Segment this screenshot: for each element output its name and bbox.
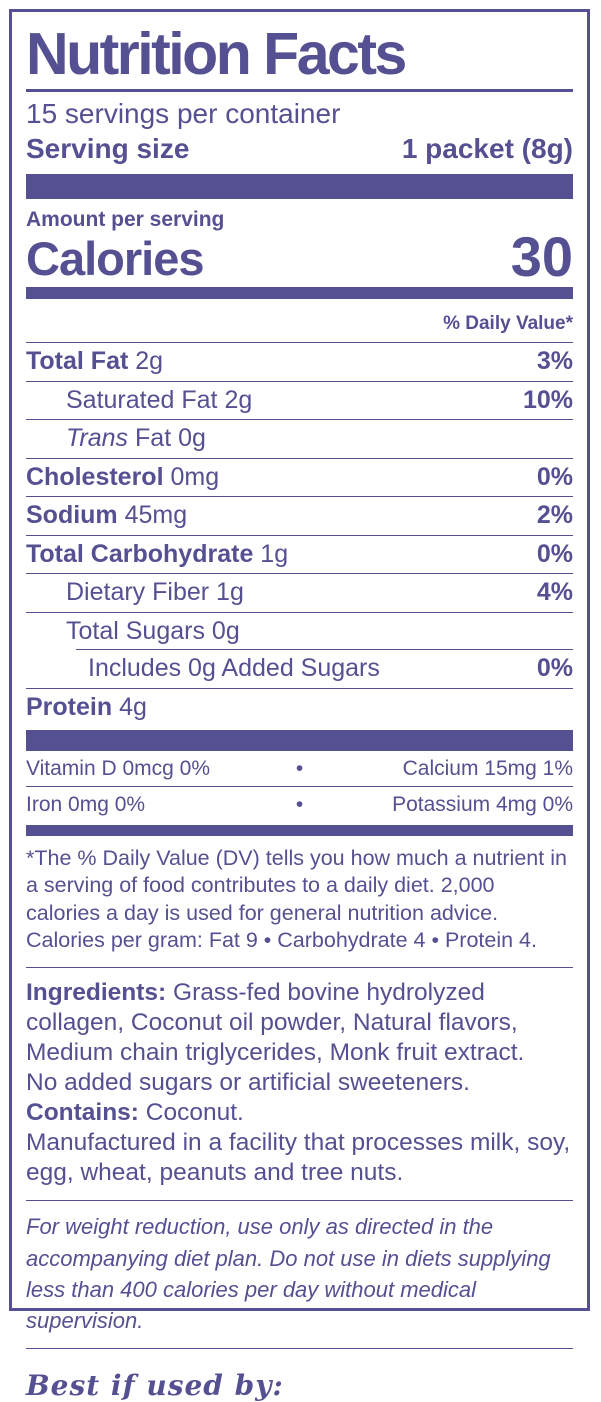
allergy-note: Manufactured in a facility that processe… bbox=[26, 1129, 571, 1187]
thick-divider-bar-2 bbox=[26, 730, 573, 752]
ingredients-label: Ingredients: bbox=[26, 978, 167, 1006]
micronutrient-right: Calcium 15mg 1% bbox=[402, 757, 574, 781]
nutrient-row: Sodium 45mg 2% bbox=[26, 497, 573, 536]
nutrient-daily-value: 0% bbox=[536, 654, 573, 683]
nutrient-row: Total Fat 2g 3% bbox=[26, 343, 573, 382]
bullet-separator: • bbox=[295, 757, 304, 781]
label-title: Nutrition Facts bbox=[26, 21, 407, 87]
nutrient-amount: 0mg bbox=[170, 462, 220, 491]
micronutrient-left: Vitamin D 0mcg 0% bbox=[26, 757, 211, 781]
nutrient-amount: 0g bbox=[211, 616, 240, 645]
nutrient-name-text: Includes 0g Added Sugars bbox=[88, 654, 380, 683]
serving-size-label: Serving size bbox=[26, 132, 190, 164]
nutrient-daily-value: 2% bbox=[536, 501, 573, 530]
micronutrient-table: Vitamin D 0mcg 0% • Calcium 15mg 1% Iron 0m… bbox=[26, 751, 573, 822]
nutrient-row: Saturated Fat 2g 10% bbox=[26, 382, 573, 421]
best-by-label: Best if used by: bbox=[26, 1369, 284, 1402]
no-sugar-note: No added sugars or artificial sweeteners… bbox=[26, 1068, 470, 1096]
diet-advisory-note: For weight reduction, use only as direct… bbox=[26, 1214, 551, 1334]
section-divider-3 bbox=[26, 1348, 573, 1350]
servings-per-container: 15 servings per container bbox=[26, 98, 341, 130]
nutrient-name: Cholesterol 0mg bbox=[26, 462, 220, 492]
nutrient-name-text: Total Fat bbox=[26, 347, 129, 376]
nutrient-amount: 4g bbox=[119, 692, 147, 721]
section-divider-2 bbox=[26, 1200, 573, 1202]
calories-label: Calories bbox=[26, 232, 204, 285]
nutrient-row: Total Sugars 0g bbox=[26, 613, 573, 651]
medium-divider-bar bbox=[26, 287, 573, 300]
nutrient-daily-value: 10% bbox=[522, 385, 573, 414]
ingredients-line: Ingredients: Grass-fed bovine hydrolyzed… bbox=[26, 978, 573, 1068]
section-divider-1 bbox=[26, 966, 573, 968]
nutrient-row: Cholesterol 0mg 0% bbox=[26, 459, 573, 498]
micronutrient-left: Iron 0mg 0% bbox=[26, 793, 146, 817]
nutrient-name: Protein 4g bbox=[26, 692, 147, 722]
nutrient-row: Dietary Fiber 1g 4% bbox=[26, 574, 573, 613]
micronutrient-right: Potassium 4mg 0% bbox=[392, 793, 574, 817]
bullet-separator: • bbox=[295, 793, 304, 817]
nutrient-daily-value: 0% bbox=[536, 462, 573, 491]
nutrient-name: Sodium 45mg bbox=[26, 502, 187, 530]
nutrient-name: Saturated Fat 2g bbox=[26, 385, 253, 415]
nutrient-name: Trans Fat 0g bbox=[26, 425, 206, 453]
nutrient-amount: 1g bbox=[260, 539, 289, 568]
nutrient-name-text: Cholesterol bbox=[26, 462, 164, 491]
nutrient-name-text: Total Carbohydrate bbox=[26, 539, 254, 568]
nutrient-row: Total Carbohydrate 1g 0% bbox=[26, 536, 573, 575]
nutrient-name-text: Dietary Fiber bbox=[66, 578, 210, 607]
nutrient-name: Total Sugars 0g bbox=[26, 616, 240, 646]
serving-size-row: Serving size 1 packet (8g) bbox=[26, 133, 573, 165]
micronutrient-row: Vitamin D 0mcg 0% • Calcium 15mg 1% bbox=[26, 751, 574, 788]
ingredients-section: Ingredients: Grass-fed bovine hydrolyzed… bbox=[26, 978, 573, 1189]
nutrient-table: Total Fat 2g 3% Saturated Fat 2g 10% Trans F… bbox=[26, 343, 573, 726]
nutrient-name-text: Total Sugars bbox=[66, 616, 205, 645]
nutrient-amount: 2g bbox=[135, 347, 164, 376]
calories-row: Calories 30 bbox=[26, 225, 573, 289]
nutrient-row: Trans Fat 0g bbox=[26, 420, 573, 459]
nutrient-name-text: Protein bbox=[26, 692, 113, 721]
thick-divider-bar bbox=[26, 174, 573, 200]
nutrient-amount: 45mg bbox=[124, 501, 188, 530]
medium-divider-bar-2 bbox=[26, 824, 573, 836]
ingredients-text: Grass-fed bovine hydrolyzed collagen, Co… bbox=[26, 978, 525, 1066]
nutrient-name: Total Carbohydrate 1g bbox=[26, 539, 289, 569]
nutrient-name: Includes 0g Added Sugars bbox=[26, 655, 380, 683]
contains-text: Coconut. bbox=[138, 1099, 244, 1127]
nutrient-name-text: Trans bbox=[66, 424, 129, 453]
nutrient-row: Includes 0g Added Sugars 0% bbox=[26, 650, 573, 689]
calories-value: 30 bbox=[510, 225, 573, 289]
nutrient-amount: 2g bbox=[224, 385, 253, 414]
nutrient-daily-value: 0% bbox=[536, 539, 573, 568]
contains-line: Contains: Coconut. bbox=[26, 1098, 573, 1128]
contains-label: Contains: bbox=[26, 1099, 139, 1127]
nutrient-row: Protein 4g bbox=[26, 689, 573, 727]
nutrient-name-text: Sodium bbox=[26, 501, 118, 530]
amount-per-serving-label: Amount per serving bbox=[26, 208, 225, 232]
nutrient-amount: 1g bbox=[216, 578, 244, 607]
nutrient-daily-value: 4% bbox=[536, 578, 573, 607]
nutrient-amount: Fat 0g bbox=[135, 424, 206, 453]
nutrient-name: Total Fat 2g bbox=[26, 348, 163, 376]
title-divider bbox=[26, 89, 573, 93]
daily-value-footnote: *The % Daily Value (DV) tells you how mu… bbox=[26, 845, 567, 953]
micronutrient-row: Iron 0mg 0% • Potassium 4mg 0% bbox=[26, 787, 573, 822]
nutrient-daily-value: 3% bbox=[536, 347, 573, 376]
serving-size-value: 1 packet (8g) bbox=[401, 132, 573, 164]
nutrient-name-text: Saturated Fat bbox=[66, 385, 218, 414]
nutrient-name: Dietary Fiber 1g bbox=[26, 579, 244, 607]
nutrition-facts-label: Nutrition Facts 15 servings per containe… bbox=[9, 9, 590, 1402]
daily-value-header: % Daily Value* bbox=[26, 313, 573, 344]
